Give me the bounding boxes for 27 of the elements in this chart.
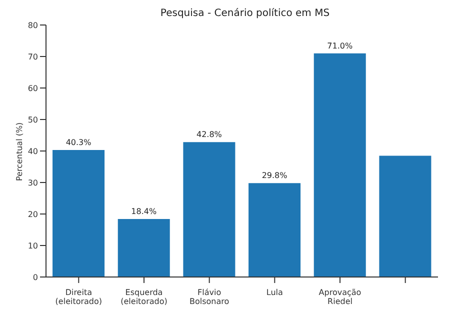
- y-tick-label: 80: [28, 20, 38, 30]
- y-tick-label: 30: [28, 178, 38, 188]
- chart-title: Pesquisa - Cenário político em MS: [159, 8, 331, 19]
- y-tick-label: 20: [28, 210, 38, 219]
- x-tick-label: Aprovação Riedel: [318, 288, 362, 306]
- y-axis-title: Percentual (%): [14, 122, 24, 181]
- bar: [183, 142, 236, 277]
- data-label: 40.3%: [66, 138, 92, 148]
- y-tick-label: 50: [28, 115, 38, 124]
- data-label: 18.4%: [131, 207, 157, 216]
- bar: [52, 150, 105, 277]
- data-label: 42.8%: [196, 130, 222, 140]
- bar: [379, 156, 432, 277]
- x-tick-label: Esquerda (eleitorado): [120, 288, 168, 306]
- bar: [248, 183, 301, 277]
- y-tick-label: 40: [28, 146, 38, 156]
- data-label: 29.8%: [262, 171, 288, 180]
- y-tick-label: 60: [28, 84, 38, 93]
- y-tick-label: 70: [28, 52, 38, 62]
- x-tick-label: Flávio Bolsonaro: [190, 288, 230, 306]
- y-tick-label: 10: [28, 241, 38, 250]
- x-tick-label: Direita (eleitorado): [55, 288, 102, 306]
- bar: [118, 219, 170, 277]
- data-label: 71.0%: [327, 41, 353, 50]
- bar: [314, 53, 366, 277]
- y-tick-label: 0: [32, 272, 38, 282]
- x-tick-label: Lula: [266, 288, 284, 297]
